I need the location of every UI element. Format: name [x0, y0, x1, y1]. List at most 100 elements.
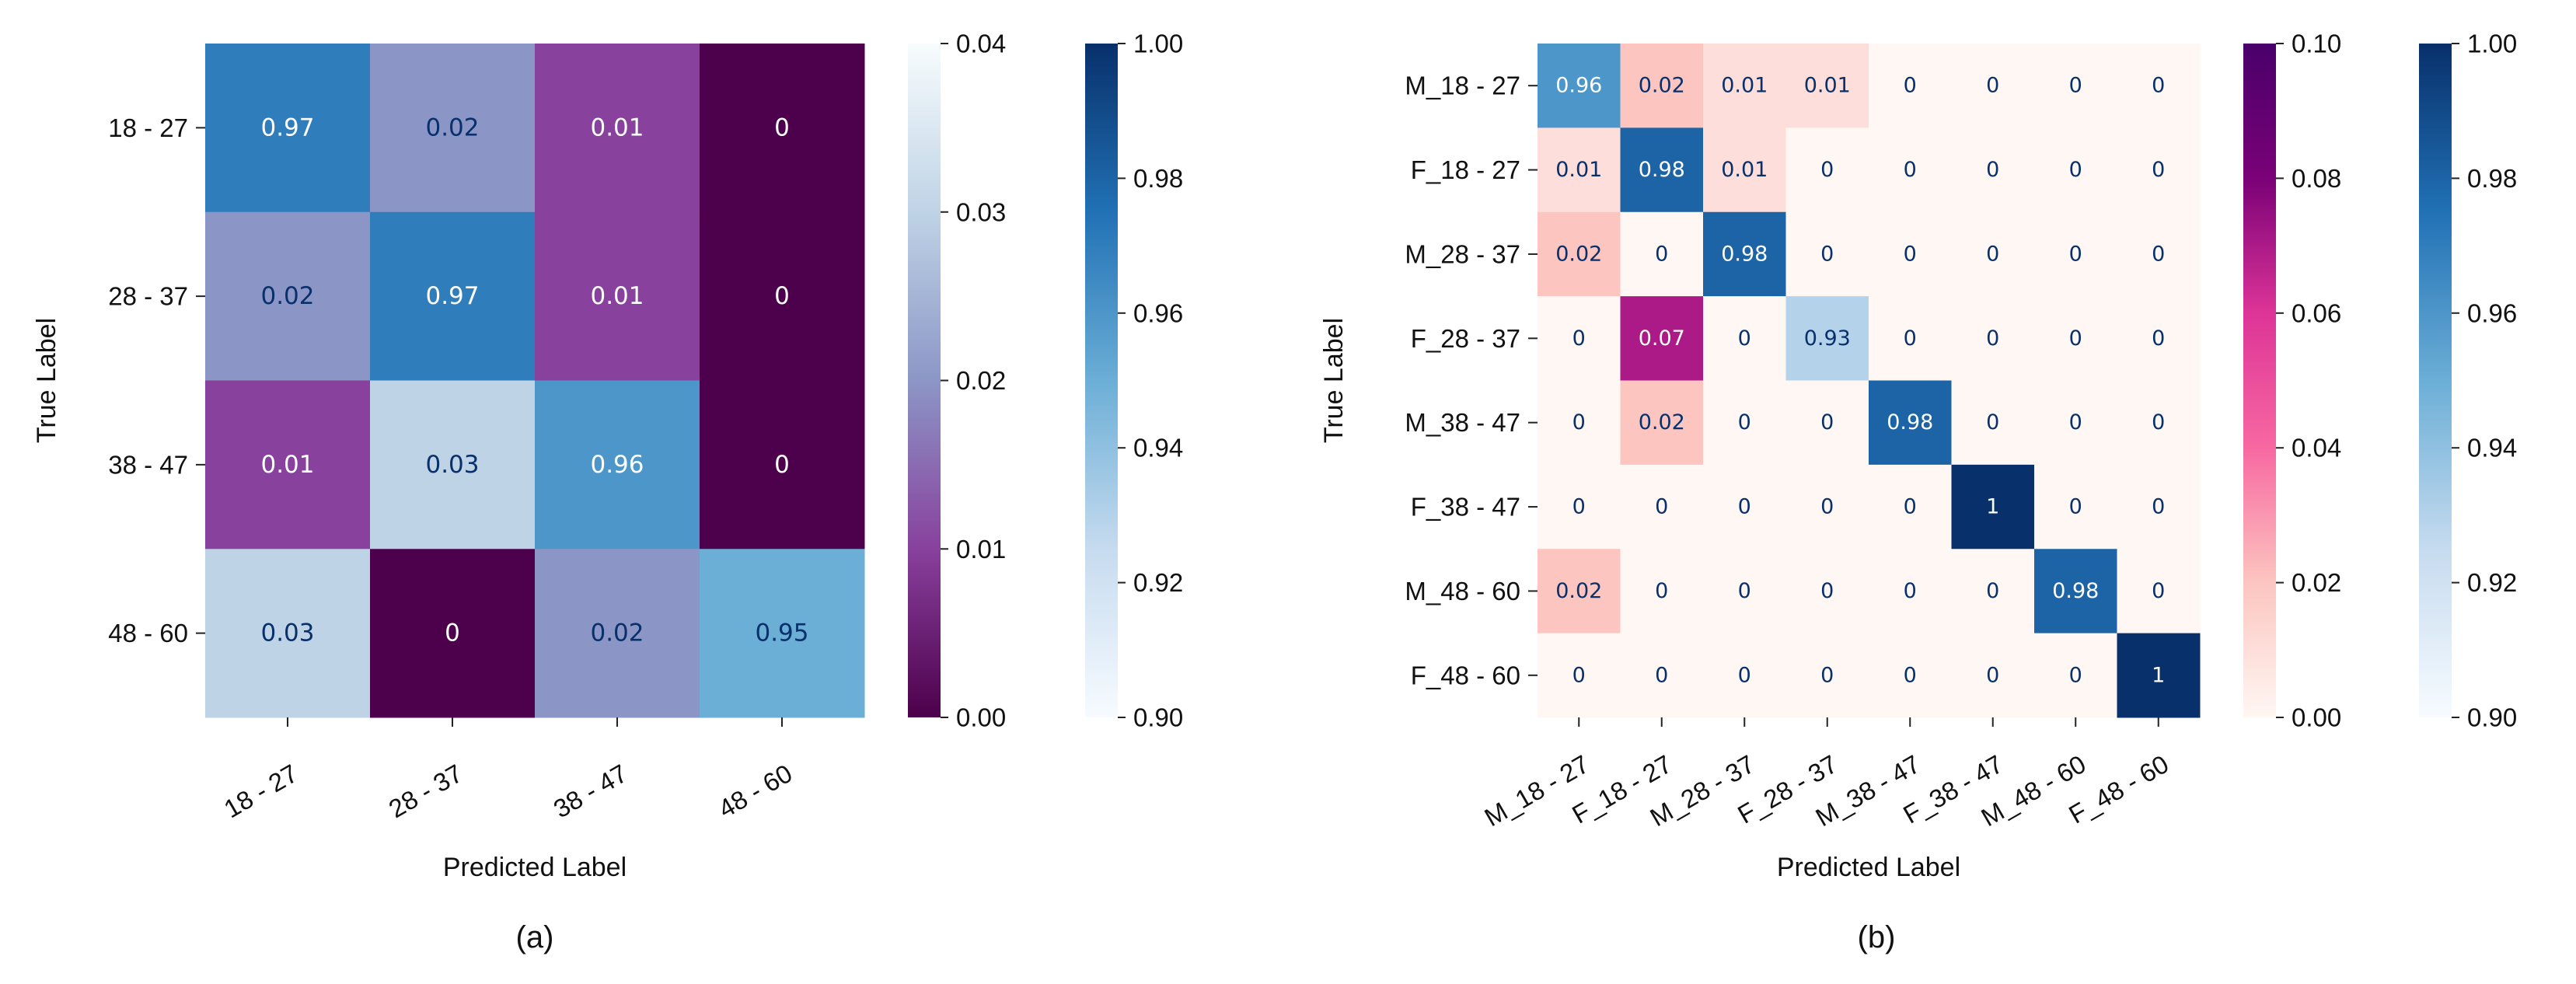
cell-b-r3-c6 [2034, 296, 2117, 381]
cell-b-r0-c0 [1538, 44, 1621, 128]
colorbar-tick-label-a-1-2: 0.94 [1133, 434, 1183, 462]
colorbar-b-diagonal [2419, 44, 2452, 717]
cell-label-b-r6-c1: 0 [1655, 579, 1668, 603]
cell-label-b-r1-c5: 0 [1986, 158, 1999, 182]
xtick-label-a-2: 38 - 47 [549, 759, 632, 823]
cell-b-r4-c7 [2117, 380, 2201, 466]
cell-b-r5-c6 [2034, 464, 2117, 550]
cell-label-b-r0-c2: 0.01 [1721, 74, 1768, 98]
cell-b-r2-c4 [1869, 211, 1952, 297]
cell-b-r5-c2 [1703, 464, 1786, 550]
cell-label-b-r6-c0: 0.02 [1555, 579, 1602, 603]
caption-a: (a) [516, 920, 554, 954]
cell-label-b-r5-c7: 0 [2152, 495, 2165, 519]
cell-label-b-r2-c4: 0 [1904, 242, 1917, 266]
cell-b-r3-c1 [1620, 296, 1704, 381]
ylabel-a: True Label [32, 318, 61, 443]
cell-label-b-r7-c0: 0 [1572, 663, 1586, 687]
ytick-label-b-5: F_38 - 47 [1411, 493, 1520, 522]
colorbar-b-off-diagonal [2243, 44, 2276, 717]
ylabel-b: True Label [1319, 318, 1349, 443]
cell-label-b-r2-c2: 0.98 [1721, 242, 1768, 266]
ytick-label-a-1: 28 - 37 [108, 282, 188, 311]
colorbar-tick-label-a-0-1: 0.01 [956, 535, 1006, 564]
cell-b-r7-c6 [2034, 633, 2117, 718]
cell-a-r2-c1 [370, 380, 536, 550]
ytick-label-b-3: F_28 - 37 [1411, 324, 1520, 353]
cell-a-r3-c1 [370, 549, 536, 718]
cell-label-b-r2-c1: 0 [1655, 242, 1668, 266]
cell-b-r4-c3 [1785, 380, 1869, 466]
cell-label-b-r5-c6: 0 [2069, 495, 2082, 519]
cell-b-r1-c7 [2117, 127, 2201, 213]
cell-b-r7-c5 [1951, 633, 2035, 718]
cell-label-b-r0-c1: 0.02 [1639, 74, 1685, 98]
cell-label-b-r0-c3: 0.01 [1804, 74, 1851, 98]
ytick-label-b-2: M_28 - 37 [1405, 239, 1520, 268]
cell-label-b-r7-c4: 0 [1904, 663, 1917, 687]
cell-label-b-r2-c6: 0 [2069, 242, 2082, 266]
cell-label-b-r4-c4: 0.98 [1887, 410, 1933, 434]
colorbar-a-diagonal [1085, 44, 1118, 717]
ytick-label-b-4: M_38 - 47 [1405, 408, 1520, 437]
xtick-label-a-3: 48 - 60 [714, 759, 797, 823]
cell-b-r0-c2 [1703, 44, 1786, 128]
cell-b-r0-c1 [1620, 44, 1704, 128]
cell-label-b-r4-c1: 0.02 [1639, 410, 1685, 434]
colorbar-tick-label-a-1-0: 0.90 [1133, 703, 1183, 732]
cell-b-r4-c0 [1538, 380, 1621, 466]
cell-label-a-r0-c2: 0.01 [590, 113, 644, 141]
cell-label-b-r4-c6: 0 [2069, 410, 2082, 434]
cell-label-b-r6-c4: 0 [1904, 579, 1917, 603]
cell-b-r1-c0 [1538, 127, 1621, 213]
xlabel-a: Predicted Label [443, 853, 627, 882]
cell-b-r5-c0 [1538, 464, 1621, 550]
cell-label-b-r3-c3: 0.93 [1804, 326, 1851, 351]
cell-label-b-r3-c7: 0 [2152, 326, 2165, 351]
cell-b-r3-c2 [1703, 296, 1786, 381]
cell-label-a-r2-c2: 0.96 [590, 451, 644, 479]
panel-a: 0.97 0.02 0.01 0 0.02 0.97 0.01 0 0.01 0.03 0.96 0 0… [32, 30, 1183, 955]
cell-label-b-r0-c0: 0.96 [1555, 74, 1602, 98]
cell-label-a-r1-c2: 0.01 [590, 282, 644, 310]
cell-b-r4-c6 [2034, 380, 2117, 466]
cell-b-r2-c1 [1620, 211, 1704, 297]
cell-a-r2-c3 [700, 380, 865, 550]
caption-b: (b) [1858, 920, 1896, 954]
colorbar-tick-label-b-0-3: 0.06 [2292, 298, 2341, 327]
cell-b-r1-c1 [1620, 127, 1704, 213]
cell-b-r3-c4 [1869, 296, 1952, 381]
cell-label-b-r4-c2: 0 [1738, 410, 1751, 434]
cell-label-b-r7-c7: 1 [2152, 663, 2165, 687]
cell-b-r5-c4 [1869, 464, 1952, 550]
colorbar-tick-label-b-0-0: 0.00 [2292, 703, 2341, 732]
cell-a-r1-c1 [370, 211, 536, 381]
cell-b-r2-c6 [2034, 211, 2117, 297]
colorbar-tick-label-b-1-0: 0.90 [2467, 703, 2517, 732]
colorbar-tick-label-a-1-4: 0.98 [1133, 164, 1183, 193]
cell-b-r5-c5 [1951, 464, 2035, 550]
cell-a-r3-c3 [700, 549, 865, 718]
cell-b-r2-c0 [1538, 211, 1621, 297]
cell-b-r4-c1 [1620, 380, 1704, 466]
cell-label-b-r5-c1: 0 [1655, 495, 1668, 519]
cell-label-b-r2-c0: 0.02 [1555, 242, 1602, 266]
cell-label-a-r3-c0: 0.03 [260, 619, 314, 647]
cell-label-b-r3-c5: 0 [1986, 326, 1999, 351]
cell-label-b-r4-c0: 0 [1572, 410, 1586, 434]
cell-label-b-r1-c6: 0 [2069, 158, 2082, 182]
colorbar-tick-label-b-0-2: 0.04 [2292, 434, 2341, 462]
cell-b-r7-c0 [1538, 633, 1621, 718]
xtick-label-a-1: 28 - 37 [384, 759, 467, 823]
colorbar-tick-label-b-0-1: 0.02 [2292, 568, 2341, 597]
cell-a-r2-c0 [205, 380, 371, 550]
cell-b-r1-c4 [1869, 127, 1952, 213]
cell-b-r7-c4 [1869, 633, 1952, 718]
colorbar-tick-label-a-0-0: 0.00 [956, 703, 1006, 732]
cell-label-b-r3-c2: 0 [1738, 326, 1751, 351]
cell-b-r5-c1 [1620, 464, 1704, 550]
cell-label-a-r2-c0: 0.01 [260, 451, 314, 479]
cell-b-r3-c7 [2117, 296, 2201, 381]
ytick-label-a-2: 38 - 47 [108, 450, 188, 479]
